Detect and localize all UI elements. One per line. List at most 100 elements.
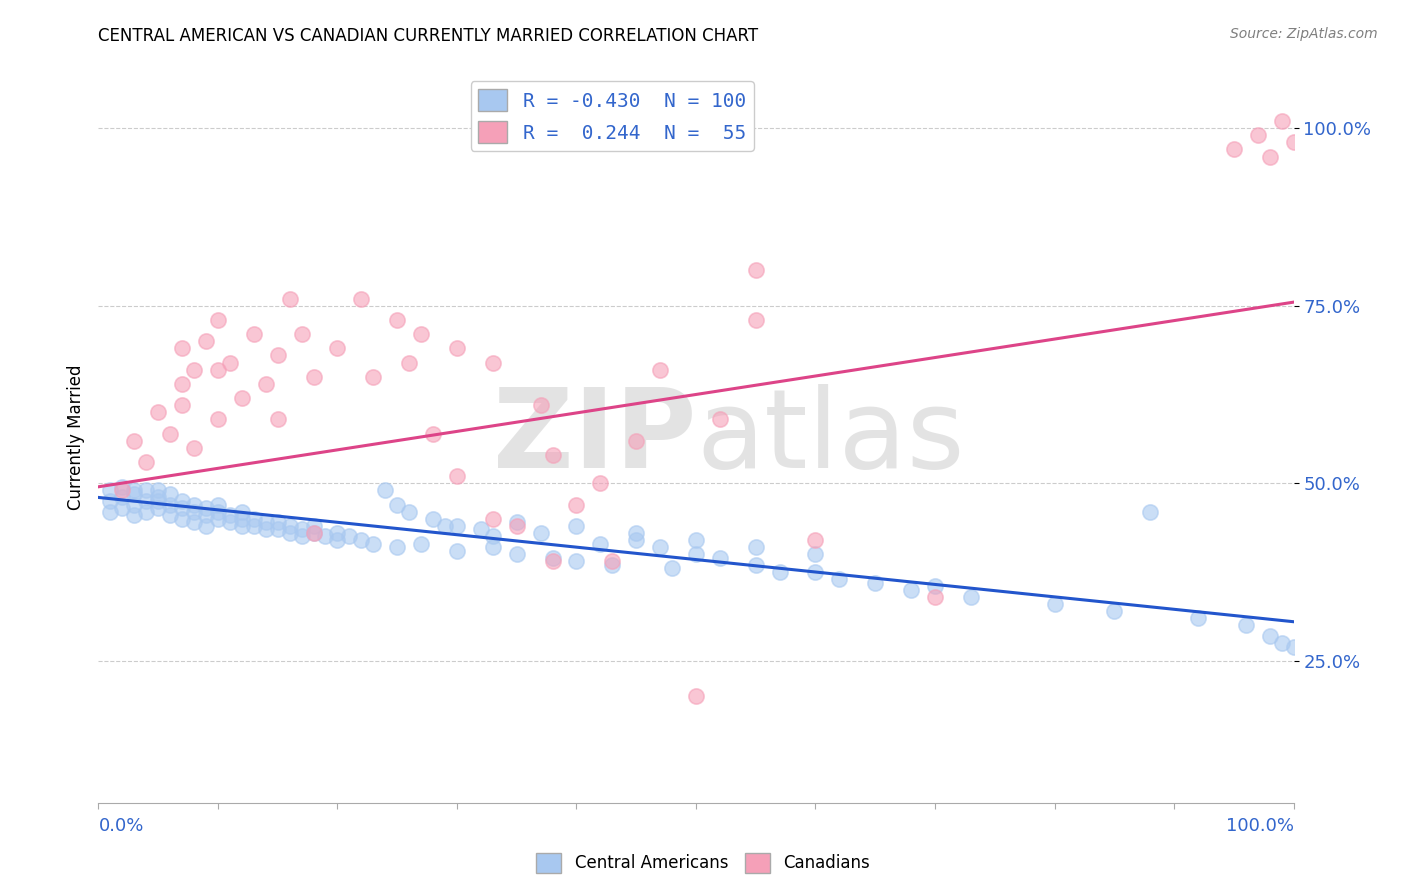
Point xyxy=(745,263,768,277)
Point xyxy=(111,501,134,516)
Point xyxy=(231,512,253,526)
Point xyxy=(219,508,242,523)
Point xyxy=(865,575,887,590)
Point xyxy=(267,348,290,362)
Point xyxy=(470,522,492,536)
Point xyxy=(422,512,444,526)
Point xyxy=(172,398,194,412)
Point xyxy=(924,579,946,593)
Point xyxy=(385,498,409,512)
Point xyxy=(159,498,181,512)
Point xyxy=(148,501,170,516)
Point xyxy=(804,533,827,547)
Point xyxy=(172,341,194,355)
Point xyxy=(374,483,396,498)
Point xyxy=(661,561,683,575)
Point xyxy=(685,690,707,704)
Point xyxy=(148,494,170,508)
Point xyxy=(111,483,134,498)
Point xyxy=(278,525,301,540)
Point xyxy=(207,412,229,426)
Point xyxy=(804,547,827,561)
Point xyxy=(1282,640,1305,654)
Point xyxy=(326,525,349,540)
Point xyxy=(159,508,181,523)
Point xyxy=(231,519,253,533)
Point xyxy=(828,572,851,586)
Point xyxy=(195,519,218,533)
Point xyxy=(243,519,266,533)
Point xyxy=(195,501,218,516)
Point xyxy=(243,327,266,342)
Point xyxy=(1223,143,1246,157)
Point xyxy=(745,540,768,554)
Point xyxy=(363,536,385,550)
Point xyxy=(541,554,564,568)
Point xyxy=(434,519,457,533)
Point xyxy=(385,313,409,327)
Point xyxy=(267,522,290,536)
Point xyxy=(602,558,624,572)
Point xyxy=(159,487,181,501)
Point xyxy=(541,448,564,462)
Point xyxy=(183,362,205,376)
Point xyxy=(207,498,229,512)
Y-axis label: Currently Married: Currently Married xyxy=(66,364,84,510)
Point xyxy=(111,480,134,494)
Point xyxy=(172,512,194,526)
Point xyxy=(506,516,529,530)
Point xyxy=(626,525,648,540)
Point xyxy=(530,525,553,540)
Point xyxy=(804,565,827,579)
Point xyxy=(302,519,325,533)
Point xyxy=(565,554,588,568)
Point xyxy=(172,494,194,508)
Point xyxy=(148,483,170,498)
Legend: R = -0.430  N = 100, R =  0.244  N =  55: R = -0.430 N = 100, R = 0.244 N = 55 xyxy=(471,81,754,152)
Point xyxy=(302,525,325,540)
Point xyxy=(183,505,205,519)
Point xyxy=(565,498,588,512)
Point xyxy=(1271,114,1294,128)
Point xyxy=(278,519,301,533)
Point xyxy=(1258,629,1281,643)
Point xyxy=(124,498,146,512)
Legend: Central Americans, Canadians: Central Americans, Canadians xyxy=(530,847,876,880)
Point xyxy=(411,536,433,550)
Point xyxy=(267,412,290,426)
Point xyxy=(231,391,253,405)
Point xyxy=(302,525,325,540)
Point xyxy=(1187,611,1209,625)
Point xyxy=(207,313,229,327)
Text: Source: ZipAtlas.com: Source: ZipAtlas.com xyxy=(1230,27,1378,41)
Point xyxy=(278,292,301,306)
Point xyxy=(648,362,672,376)
Point xyxy=(243,512,266,526)
Point xyxy=(291,522,314,536)
Point xyxy=(745,558,768,572)
Point xyxy=(183,441,205,455)
Text: CENTRAL AMERICAN VS CANADIAN CURRENTLY MARRIED CORRELATION CHART: CENTRAL AMERICAN VS CANADIAN CURRENTLY M… xyxy=(98,27,759,45)
Point xyxy=(411,327,433,342)
Point xyxy=(219,355,242,369)
Point xyxy=(267,516,290,530)
Point xyxy=(530,398,553,412)
Point xyxy=(183,498,205,512)
Point xyxy=(135,483,157,498)
Point xyxy=(481,540,505,554)
Point xyxy=(1282,136,1305,150)
Point xyxy=(385,540,409,554)
Point xyxy=(291,327,314,342)
Point xyxy=(350,533,373,547)
Point xyxy=(1104,604,1126,618)
Point xyxy=(124,434,146,448)
Point xyxy=(1271,636,1294,650)
Point xyxy=(589,536,612,550)
Point xyxy=(481,529,505,543)
Point xyxy=(1258,150,1281,164)
Point xyxy=(291,529,314,543)
Point xyxy=(745,313,768,327)
Point xyxy=(685,547,707,561)
Point xyxy=(446,519,468,533)
Text: atlas: atlas xyxy=(696,384,965,491)
